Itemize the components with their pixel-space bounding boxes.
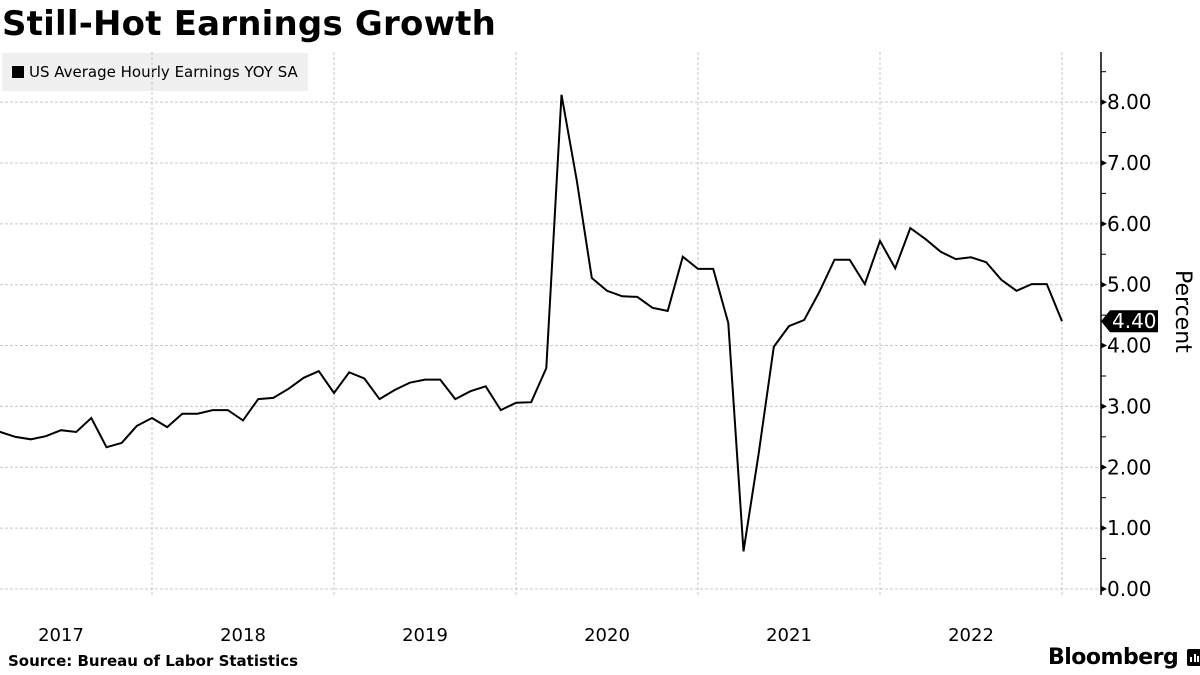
last-value-marker: 4.40 xyxy=(1101,309,1158,333)
legend: US Average Hourly Earnings YOY SA xyxy=(2,53,308,91)
y-tick-label: 8.00 xyxy=(1107,90,1152,114)
x-tick-label: 2022 xyxy=(948,625,994,646)
grid xyxy=(0,52,1101,595)
brand-wordmark: Bloomberg xyxy=(1048,645,1179,670)
y-tick-label: 2.00 xyxy=(1107,455,1152,479)
legend-label: US Average Hourly Earnings YOY SA xyxy=(29,63,298,81)
x-axis-labels: 2017 2018 2019 2020 2021 2022 xyxy=(38,625,994,646)
series-line xyxy=(0,94,1063,552)
y-tick-label: 5.00 xyxy=(1107,273,1152,297)
x-tick-label: 2019 xyxy=(402,625,448,646)
source-note: Source: Bureau of Labor Statistics xyxy=(8,652,299,670)
y-major-tick xyxy=(1101,586,1107,592)
legend-swatch xyxy=(12,66,24,78)
chart-title: Still-Hot Earnings Growth xyxy=(2,4,497,44)
y-tick-label: 6.00 xyxy=(1107,212,1152,236)
x-tick-label: 2017 xyxy=(38,625,84,646)
x-tick-label: 2021 xyxy=(766,625,812,646)
y-major-tick xyxy=(1101,220,1107,227)
y-major-tick xyxy=(1101,464,1107,471)
y-major-tick xyxy=(1101,403,1107,410)
x-tick-label: 2018 xyxy=(220,625,266,646)
y-tick-label: 7.00 xyxy=(1107,151,1152,175)
y-major-tick xyxy=(1101,342,1107,349)
y-tick-label: 0.00 xyxy=(1107,577,1152,601)
bloomberg-chart-icon xyxy=(1187,649,1200,666)
y-major-tick xyxy=(1101,281,1107,288)
last-value-badge xyxy=(1101,310,1158,333)
y-axis: 0.00 1.00 2.00 3.00 4.00 5.00 6.00 7.00 8.00 xyxy=(1100,52,1152,601)
y-major-tick xyxy=(1101,159,1107,166)
last-value-label: 4.40 xyxy=(1112,309,1157,333)
y-axis-label: Percent xyxy=(1170,270,1195,353)
x-tick-label: 2020 xyxy=(584,625,630,646)
y-major-tick xyxy=(1101,525,1107,532)
series-group xyxy=(0,94,1063,552)
bloomberg-logo: Bloomberg xyxy=(1048,645,1200,670)
y-tick-label: 4.00 xyxy=(1107,334,1152,358)
y-major-tick xyxy=(1101,99,1107,106)
y-tick-label: 3.00 xyxy=(1107,394,1152,418)
y-tick-label: 1.00 xyxy=(1107,516,1152,540)
